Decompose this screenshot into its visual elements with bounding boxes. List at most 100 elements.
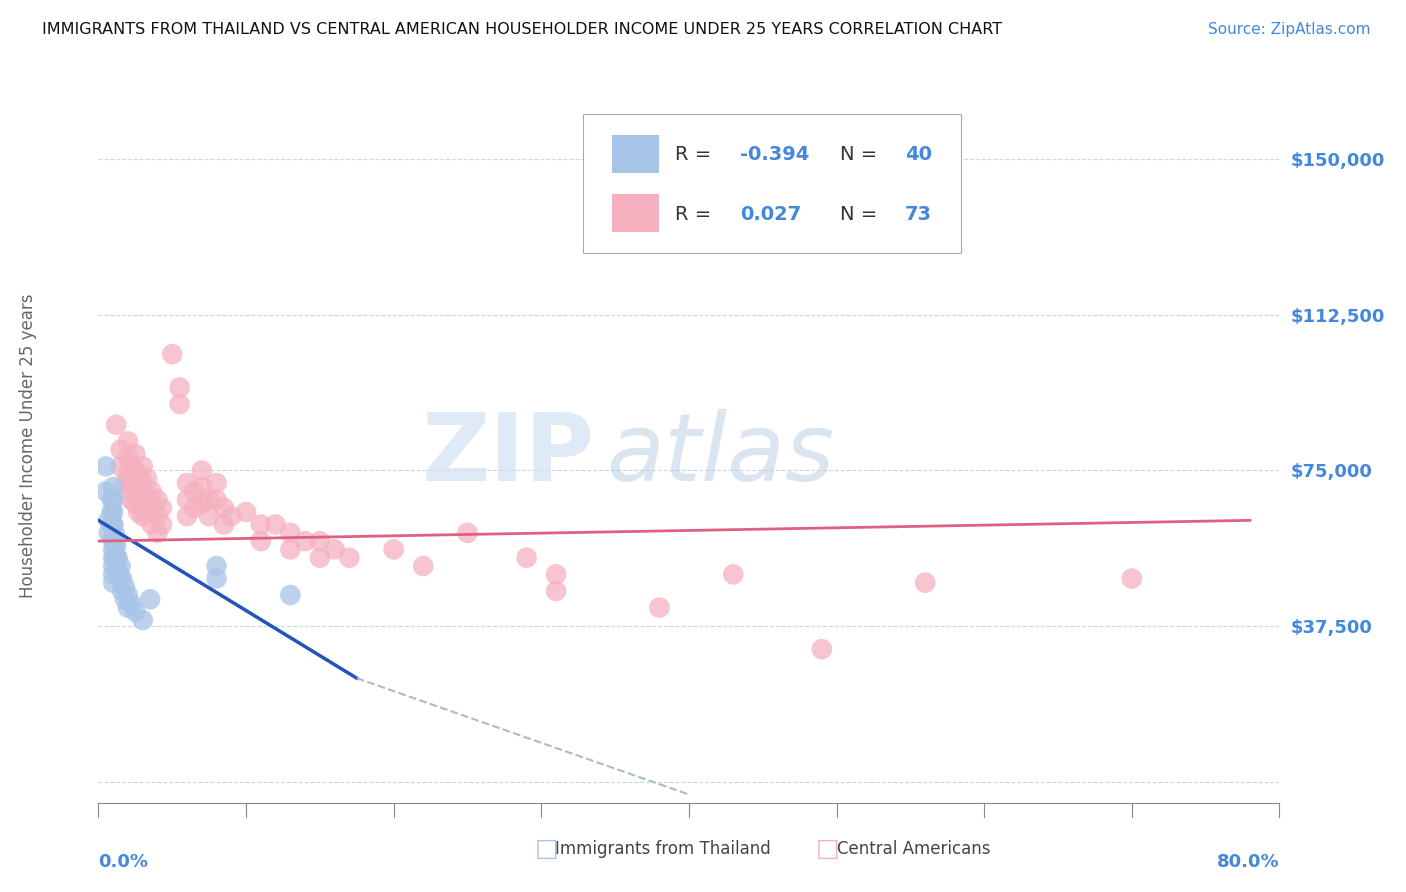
Text: IMMIGRANTS FROM THAILAND VS CENTRAL AMERICAN HOUSEHOLDER INCOME UNDER 25 YEARS C: IMMIGRANTS FROM THAILAND VS CENTRAL AMER… [42,22,1002,37]
Point [132,509,155,524]
Point [120,596,142,610]
Point [103,567,125,582]
Point [212,500,235,515]
Point [100,492,122,507]
Point [107,550,129,565]
Text: □: □ [534,838,558,861]
Point [111,572,134,586]
Point [515,550,537,565]
Text: 73: 73 [905,205,932,225]
Point [176,492,198,507]
Point [103,505,125,519]
Point [205,572,228,586]
FancyBboxPatch shape [612,194,659,232]
Point [127,472,149,486]
Point [132,459,155,474]
Text: ZIP: ZIP [422,409,595,501]
Point [132,492,155,507]
Point [176,509,198,524]
Point [191,480,214,494]
Point [169,380,191,394]
Point [103,530,125,544]
Text: R =: R = [675,145,717,164]
Point [139,592,162,607]
Point [127,505,149,519]
Point [544,567,567,582]
Point [412,559,434,574]
Point [205,492,228,507]
Text: R =: R = [675,205,717,225]
Point [117,450,139,465]
Point [110,442,132,457]
Point [120,492,142,507]
Point [110,559,132,574]
Point [124,447,146,461]
Point [110,459,132,474]
Point [103,517,125,532]
Point [103,534,125,549]
Point [183,500,205,515]
Point [111,584,134,599]
Point [104,538,127,552]
Point [103,542,125,557]
Text: □: □ [815,838,839,861]
Point [94,459,117,474]
Point [105,550,128,565]
Point [337,550,360,565]
Point [136,472,159,486]
Point [810,642,832,657]
FancyBboxPatch shape [612,135,659,173]
Point [141,500,163,515]
Point [103,480,125,494]
Point [146,492,169,507]
Point [278,588,302,602]
Point [103,575,125,590]
Point [117,484,139,499]
Point [146,509,169,524]
Point [250,517,273,532]
Point [114,580,136,594]
Point [456,525,478,540]
Point [1121,572,1143,586]
Point [104,550,127,565]
Point [141,517,163,532]
Text: N =: N = [841,205,883,225]
Point [150,517,173,532]
Point [103,559,125,574]
Point [94,484,117,499]
Point [124,497,146,511]
Text: 0.027: 0.027 [740,205,801,225]
Point [103,517,125,532]
Point [105,538,128,552]
FancyBboxPatch shape [582,114,960,253]
Point [124,463,146,477]
Point [105,417,128,432]
Point [278,542,302,557]
Point [132,475,155,490]
Point [219,509,242,524]
Point [104,525,127,540]
Point [176,475,198,490]
Point [97,513,120,527]
Point [141,484,163,499]
Point [124,480,146,494]
Point [544,584,567,599]
Point [191,497,214,511]
Point [114,592,136,607]
Point [169,397,191,411]
Point [198,492,221,507]
Point [127,488,149,502]
Point [132,613,155,627]
Point [136,505,159,519]
Point [278,525,302,540]
Text: 40: 40 [905,145,932,164]
Point [264,517,287,532]
Point [117,600,139,615]
Point [212,517,235,532]
Point [198,509,221,524]
Point [648,600,671,615]
Point [120,459,142,474]
Point [162,347,183,361]
Text: Householder Income Under 25 years: Householder Income Under 25 years [20,293,37,599]
Point [150,500,173,515]
